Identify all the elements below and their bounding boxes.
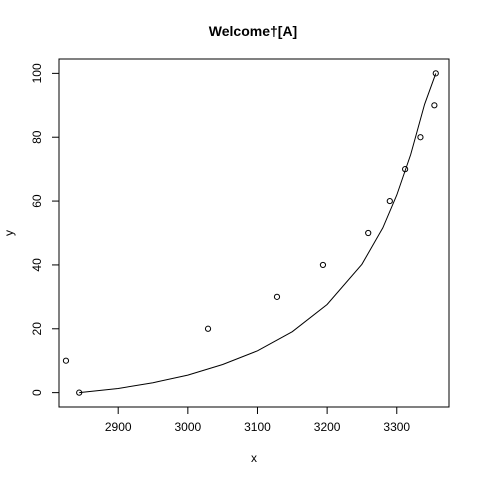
chart-title: Welcome†[A] [209, 23, 297, 39]
data-point-5 [365, 229, 372, 237]
data-point-10 [432, 70, 439, 77]
data-point-0 [62, 357, 70, 364]
data-point-9 [431, 102, 438, 109]
x-tick-label-3: 3200 [314, 420, 341, 434]
x-axis-label: x [251, 451, 257, 465]
data-point-6 [386, 197, 393, 205]
y-tick-label-3: 60 [30, 194, 44, 208]
y-axis: 0 20 40 60 80 100 [30, 63, 59, 396]
data-point-7 [402, 166, 409, 173]
data-point-4 [319, 261, 327, 269]
x-axis: 2900 3000 3100 3200 3300 [105, 407, 410, 434]
plot-frame [58, 58, 450, 408]
y-tick-label-1: 20 [30, 322, 44, 336]
data-point-1 [76, 389, 83, 396]
points-layer [62, 70, 439, 396]
y-tick-label-2: 40 [30, 258, 44, 272]
data-point-2 [204, 325, 212, 332]
y-tick-label-0: 0 [30, 389, 44, 396]
x-tick-label-4: 3300 [383, 420, 410, 434]
fitted-curve [79, 73, 437, 394]
data-point-3 [273, 293, 281, 300]
data-point-8 [417, 134, 424, 141]
y-tick-label-4: 80 [30, 130, 44, 144]
x-tick-label-1: 3000 [174, 420, 201, 434]
y-tick-label-5: 100 [30, 63, 44, 83]
x-tick-label-0: 2900 [105, 420, 132, 434]
y-axis-label: y [2, 230, 16, 236]
fitted-curve-layer [79, 73, 437, 394]
x-tick-label-2: 3100 [244, 420, 271, 434]
